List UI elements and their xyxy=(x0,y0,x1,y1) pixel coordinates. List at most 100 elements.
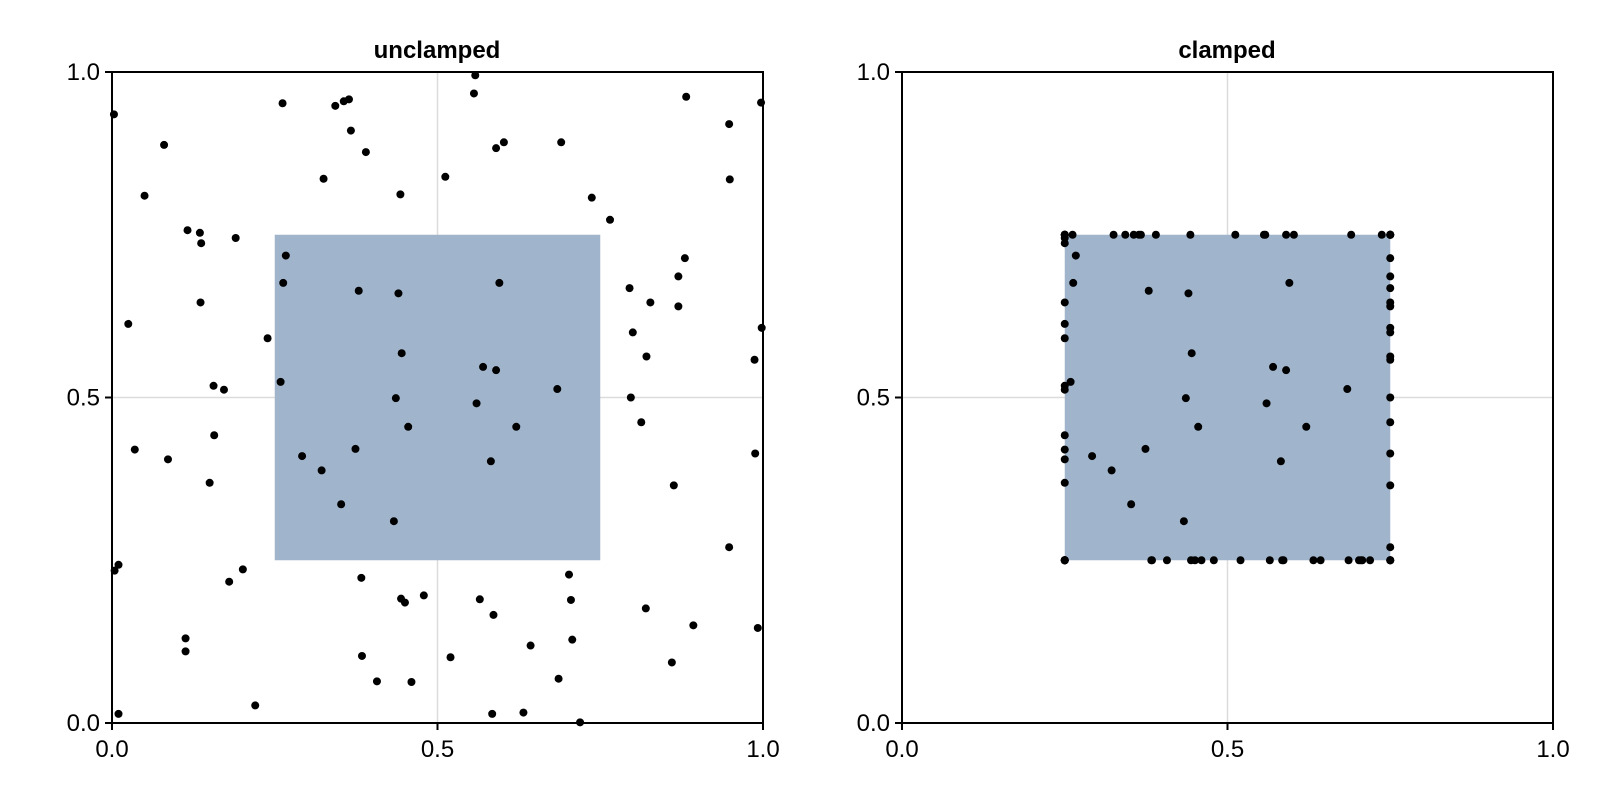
data-point xyxy=(1347,230,1356,239)
data-point xyxy=(404,422,413,431)
plot-area xyxy=(112,72,763,723)
plot-area xyxy=(902,72,1553,723)
data-point xyxy=(1289,230,1298,239)
data-point xyxy=(251,701,260,710)
data-point xyxy=(361,148,370,157)
data-point xyxy=(1121,230,1130,239)
data-point xyxy=(479,362,488,371)
data-point xyxy=(492,366,501,375)
data-point xyxy=(160,140,169,149)
data-point xyxy=(1136,230,1145,239)
y-tick-label: 0.5 xyxy=(857,385,890,412)
data-point xyxy=(1186,230,1195,239)
data-point xyxy=(1060,334,1069,343)
data-point xyxy=(1068,230,1077,239)
data-point xyxy=(674,302,683,311)
data-point xyxy=(565,570,574,579)
chart-title: unclamped xyxy=(374,37,501,64)
data-point xyxy=(557,138,566,147)
data-point xyxy=(1269,362,1278,371)
data-point xyxy=(642,352,651,361)
data-point xyxy=(114,560,123,569)
data-point xyxy=(626,393,635,402)
data-point xyxy=(1060,478,1069,487)
data-point xyxy=(1386,481,1395,490)
data-point xyxy=(1231,230,1240,239)
data-point xyxy=(351,444,360,453)
x-tick-label: 0.0 xyxy=(885,736,918,763)
data-point xyxy=(1366,556,1375,565)
data-point xyxy=(637,418,646,427)
data-point xyxy=(319,174,328,183)
data-point xyxy=(181,647,190,656)
data-point xyxy=(646,298,655,307)
data-point xyxy=(1309,556,1318,565)
chart-title: clamped xyxy=(1178,37,1275,64)
data-point xyxy=(195,228,204,237)
data-point xyxy=(1302,422,1311,431)
data-point xyxy=(1285,278,1294,287)
data-point xyxy=(419,591,428,600)
x-tick-label: 1.0 xyxy=(746,736,779,763)
data-point xyxy=(1262,399,1271,408)
data-point xyxy=(689,621,698,630)
data-point xyxy=(109,110,118,119)
data-point xyxy=(757,98,766,107)
data-point xyxy=(1236,556,1245,565)
data-point xyxy=(1386,418,1395,427)
data-point xyxy=(298,452,307,461)
data-point xyxy=(1386,254,1395,263)
data-point xyxy=(205,478,214,487)
data-point xyxy=(397,349,406,358)
x-tick-label: 0.5 xyxy=(421,736,454,763)
data-point xyxy=(1184,289,1193,298)
data-point xyxy=(641,604,650,613)
data-point xyxy=(400,598,409,607)
data-point xyxy=(1194,422,1203,431)
data-point xyxy=(346,126,355,135)
data-point xyxy=(344,95,353,104)
data-point xyxy=(606,215,615,224)
data-point xyxy=(276,377,285,386)
data-point xyxy=(1088,452,1097,461)
data-point xyxy=(209,381,218,390)
data-point xyxy=(495,278,504,287)
y-tick-label: 0.0 xyxy=(67,710,100,737)
data-point xyxy=(1386,543,1395,552)
data-point xyxy=(183,226,192,235)
data-point xyxy=(1144,286,1153,295)
data-point xyxy=(446,653,455,662)
data-point xyxy=(1147,556,1156,565)
data-point xyxy=(1358,556,1367,565)
data-point xyxy=(196,298,205,307)
x-tick-label: 0.0 xyxy=(95,736,128,763)
data-point xyxy=(225,577,234,586)
data-point xyxy=(130,445,139,454)
data-point xyxy=(163,455,172,464)
data-point xyxy=(1386,556,1395,565)
data-point xyxy=(1386,449,1395,458)
data-point xyxy=(124,319,133,328)
bounding-rectangle xyxy=(274,234,601,561)
data-point xyxy=(181,634,190,643)
data-point xyxy=(1343,385,1352,394)
data-point xyxy=(1278,556,1287,565)
data-point xyxy=(526,641,535,650)
y-tick-label: 1.0 xyxy=(67,59,100,86)
data-points xyxy=(109,71,766,727)
data-point xyxy=(1265,556,1274,565)
data-point xyxy=(750,355,759,364)
data-point xyxy=(1386,284,1395,293)
data-point xyxy=(210,431,219,440)
data-point xyxy=(1071,251,1080,260)
data-point xyxy=(1386,272,1395,281)
bounding-rectangle xyxy=(1064,234,1391,561)
data-point xyxy=(357,651,366,660)
data-point xyxy=(1181,394,1190,403)
data-point xyxy=(1162,556,1171,565)
data-point xyxy=(475,595,484,604)
data-point xyxy=(1060,445,1069,454)
data-point xyxy=(1282,230,1291,239)
data-point xyxy=(753,623,762,632)
